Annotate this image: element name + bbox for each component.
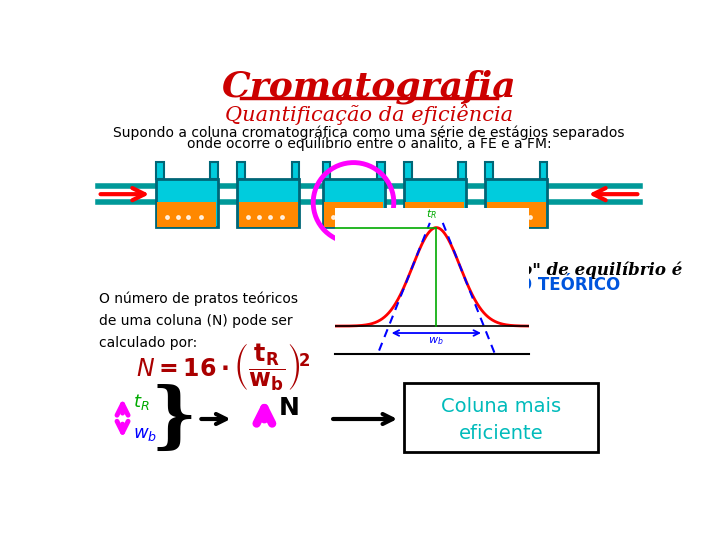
FancyBboxPatch shape — [156, 179, 218, 226]
Text: $t_R$: $t_R$ — [133, 392, 150, 412]
Text: $\mathbf{\mathit{N} = 16 \cdot \left(\dfrac{t_R}{w_b}\right)^{\!2}}$: $\mathbf{\mathit{N} = 16 \cdot \left(\df… — [137, 341, 312, 393]
FancyBboxPatch shape — [238, 179, 300, 226]
Text: onde ocorre o equilíbrio entre o analito, a FE e a FM:: onde ocorre o equilíbrio entre o analito… — [186, 137, 552, 151]
FancyBboxPatch shape — [323, 179, 384, 226]
Text: PRATO TEÓRICO: PRATO TEÓRICO — [469, 276, 620, 294]
Text: Supondo a coluna cromatográfica como uma série de estágios separados: Supondo a coluna cromatográfica como uma… — [113, 125, 625, 140]
FancyBboxPatch shape — [156, 162, 163, 179]
FancyBboxPatch shape — [158, 202, 216, 226]
Text: N: N — [279, 396, 300, 420]
Text: Cada "estágio" de equilíbrio é: Cada "estágio" de equilíbrio é — [404, 261, 683, 279]
FancyBboxPatch shape — [458, 162, 466, 179]
FancyBboxPatch shape — [377, 162, 384, 179]
Text: chamado de: chamado de — [404, 276, 522, 293]
Text: $w_b$: $w_b$ — [133, 426, 158, 443]
FancyBboxPatch shape — [323, 162, 330, 179]
FancyBboxPatch shape — [324, 202, 383, 226]
FancyBboxPatch shape — [485, 179, 547, 226]
FancyBboxPatch shape — [404, 162, 412, 179]
FancyBboxPatch shape — [404, 383, 598, 452]
Text: O número de pratos teóricos
de uma coluna (N) pode ser
calculado por:: O número de pratos teóricos de uma colun… — [99, 292, 298, 350]
FancyBboxPatch shape — [405, 202, 464, 226]
FancyBboxPatch shape — [239, 202, 297, 226]
Text: $w_b$: $w_b$ — [428, 335, 444, 347]
FancyBboxPatch shape — [487, 202, 546, 226]
Text: Cromatografia: Cromatografia — [222, 69, 516, 104]
Text: Coluna mais
eficiente: Coluna mais eficiente — [441, 397, 561, 442]
Text: }: } — [150, 383, 197, 455]
FancyBboxPatch shape — [210, 162, 218, 179]
FancyBboxPatch shape — [539, 162, 547, 179]
Text: Quantificação da eficiência: Quantificação da eficiência — [225, 104, 513, 125]
Text: $t_R$: $t_R$ — [426, 207, 436, 221]
FancyBboxPatch shape — [238, 162, 245, 179]
FancyBboxPatch shape — [485, 162, 493, 179]
FancyBboxPatch shape — [292, 162, 300, 179]
FancyBboxPatch shape — [404, 179, 466, 226]
